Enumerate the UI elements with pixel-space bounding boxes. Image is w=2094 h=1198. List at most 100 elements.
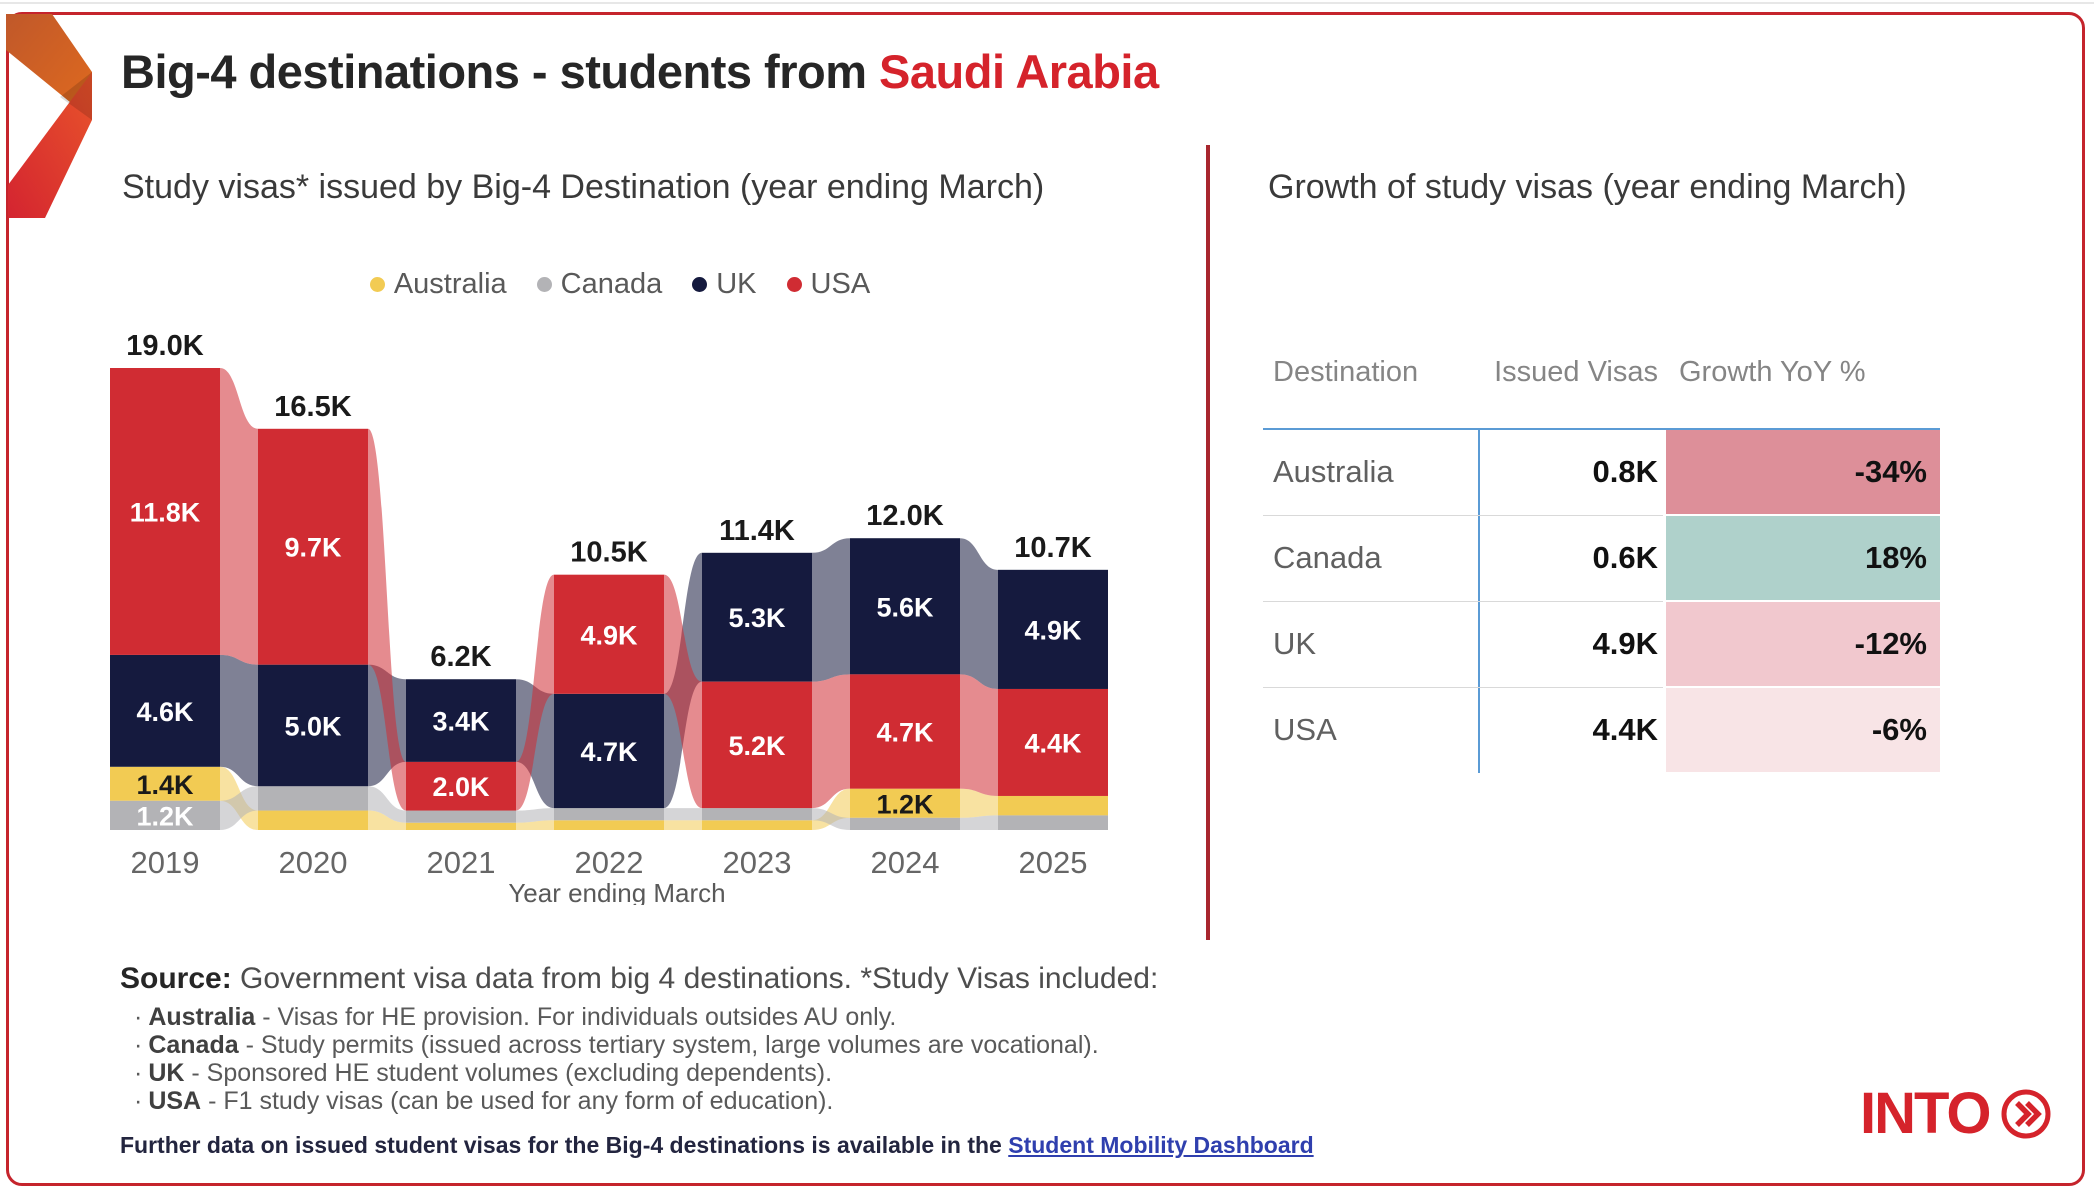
ribbon-fold-shadow [60,72,92,120]
segment-label-usa-2023: 5.2K [728,731,786,761]
ribbon-canada-2023-2024 [812,808,850,830]
ribbon-usa-2019-2020 [220,368,258,665]
segment-label-usa-2020: 9.7K [284,533,342,563]
page-title-country: Saudi Arabia [879,45,1159,98]
row-separator [1263,601,1663,602]
x-axis-label-2025: 2025 [1019,845,1088,880]
into-logo: INTO [1860,1085,2054,1143]
segment-usa-2024 [850,674,960,789]
ribbon-australia-2022-2023 [664,820,702,830]
legend-item-usa: USA [786,268,870,301]
row-separator [1263,515,1663,516]
row-growth-yoy: 18% [1666,516,1940,600]
legend-dot-canada-icon [536,277,552,292]
segment-label-uk-2019: 4.6K [136,697,194,727]
row-issued-visas: 0.8K [1592,454,1658,489]
segment-australia-2020 [258,810,368,830]
x-axis-label-2021: 2021 [427,845,496,880]
top-hairline [0,2,2094,4]
row-destination: Australia [1273,454,1394,489]
segment-label-uk-2024: 5.6K [876,592,934,622]
x-axis-label-2019: 2019 [131,845,200,880]
segment-usa-2019 [110,368,220,655]
bullet-dot: · [134,1087,143,1115]
total-label-2021: 6.2K [430,641,491,673]
further-data-text: Further data on issued student visas for… [120,1132,1009,1158]
ribbon-canada-2022-2023 [664,808,702,821]
ribbon-uk-2019-2020 [220,654,258,787]
segment-label-australia-2019: 1.4K [136,770,194,800]
segment-uk-2019 [110,654,220,767]
total-label-2020: 16.5K [274,391,351,423]
bullet-name: Australia [148,1003,256,1031]
chart-panel-title: Study visas* issued by Big-4 Destination… [122,168,1045,206]
row-destination: UK [1273,626,1317,661]
ribbon-usa-2024-2025 [960,674,998,796]
segment-canada-2021 [406,810,516,823]
corner-ribbon-graphic [6,14,92,218]
segment-canada-2024 [850,817,960,830]
total-label-2025: 10.7K [1014,532,1091,564]
legend-dot-uk-icon [692,277,708,292]
student-mobility-dashboard-link[interactable]: Student Mobility Dashboard [1008,1132,1314,1158]
legend-dot-usa-icon [786,277,802,292]
legend-label-uk: UK [716,268,757,300]
page-title: Big-4 destinations - students from Saudi… [121,44,1159,99]
growth-panel-title: Growth of study visas (year ending March… [1268,168,1907,206]
total-label-2022: 10.5K [570,537,647,569]
bullet-dot: · [134,1059,143,1087]
header-issued-visas: Issued Visas [1494,356,1658,388]
growth-table-header: Destination Issued Visas Growth YoY % [1263,356,1940,389]
panel-divider [1206,145,1210,940]
segment-label-usa-2021: 2.0K [432,772,490,802]
header-growth-yoy: Growth YoY % [1679,356,1866,388]
x-axis-label-2023: 2023 [723,845,792,880]
segment-label-uk-2025: 4.9K [1024,615,1082,645]
source-bullet-uk: · UK - Sponsored HE student volumes (excl… [120,1059,1158,1087]
ribbon-australia-2020-2021 [368,810,406,830]
segment-uk-2024 [850,538,960,675]
segment-australia-2025 [998,795,1108,816]
segment-label-uk-2021: 3.4K [432,707,490,737]
segment-usa-2020 [258,428,368,665]
legend-label-australia: Australia [393,268,507,300]
legend-item-canada: Canada [536,268,662,301]
bullet-dot: · [134,1031,143,1059]
ribbon-canada-2021-2022 [516,808,554,823]
bullet-name: UK [148,1059,185,1087]
segment-canada-2019 [110,800,220,830]
segment-label-canada-2019: 1.2K [136,801,194,831]
segment-uk-2022 [554,693,664,809]
into-chevrons-icon [2001,1089,2050,1139]
table-row: UK 4.9K -12% [1263,601,1940,687]
segment-usa-2023 [702,681,812,809]
ribbon-usa-2021-2022 [516,574,554,811]
page-title-prefix: Big-4 destinations - students from [121,45,880,98]
bullet-text: - F1 study visas (can be used for any fo… [201,1087,834,1115]
ribbon-usa-2020-2021 [368,428,406,811]
source-line: Source: Government visa data from big 4 … [120,962,1158,996]
segment-label-usa-2022: 4.9K [580,620,638,650]
ribbon-australia-2021-2022 [516,820,554,830]
segment-label-usa-2024: 4.7K [876,718,934,748]
bullet-text: - Visas for HE provision. For individual… [255,1003,897,1031]
x-axis-label-2022: 2022 [575,845,644,880]
segment-uk-2020 [258,664,368,787]
segment-label-usa-2019: 11.8K [130,497,201,527]
source-bullet-canada: · Canada - Study permits (issued across t… [120,1031,1158,1059]
legend-dot-australia-icon [369,277,385,292]
segment-canada-2020 [258,786,368,811]
segment-label-usa-2025: 4.4K [1024,728,1082,758]
segment-canada-2022 [554,808,664,821]
row-issued-visas: 4.9K [1592,626,1658,661]
row-issued-visas: 0.6K [1592,540,1658,575]
segment-usa-2022 [554,574,664,694]
segment-label-uk-2020: 5.0K [284,711,342,741]
total-label-2023: 11.4K [719,515,795,547]
bullet-text: - Sponsored HE student volumes (excludin… [184,1059,833,1087]
ribbon-canada-2020-2021 [368,786,406,823]
bullet-text: - Study permits (issued across tertiary … [238,1031,1099,1059]
row-destination: Canada [1273,540,1382,575]
ribbon-lower-band [8,72,92,218]
x-axis-label-2024: 2024 [871,845,940,880]
